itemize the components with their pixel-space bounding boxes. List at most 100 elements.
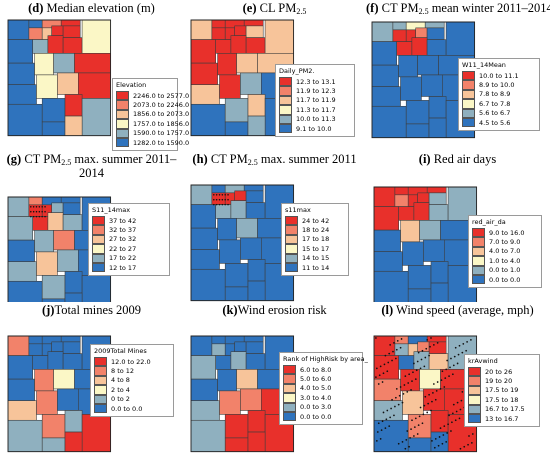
- legend-label: 24 to 42: [302, 216, 330, 225]
- legend-item: 37 to 42: [92, 215, 166, 226]
- station-dot: [403, 384, 406, 386]
- station-dot: [417, 351, 420, 354]
- county: [190, 355, 216, 380]
- station-dot: [446, 359, 449, 362]
- station-dot: [388, 425, 391, 428]
- legend-swatch: [285, 244, 298, 254]
- legend-swatch: [279, 114, 292, 125]
- legend-label: 13 to 16.7: [485, 414, 519, 423]
- legend-item: 12.0 to 22.0: [94, 356, 170, 367]
- county: [53, 53, 75, 74]
- monitor-dot: [224, 203, 226, 206]
- legend-swatch: [472, 237, 485, 247]
- county: [247, 410, 266, 433]
- county: [373, 251, 403, 272]
- legend-label: 17.5 to 19: [485, 386, 519, 395]
- county: [51, 25, 64, 36]
- panel-title: (i) Red air days: [366, 153, 549, 166]
- county: [373, 229, 401, 252]
- legend-swatch: [285, 225, 298, 235]
- county: [373, 206, 399, 231]
- station-dot: [434, 438, 437, 440]
- state-outline: [190, 335, 295, 453]
- station-dot: [416, 433, 419, 435]
- county: [41, 437, 66, 452]
- station-dot: [405, 438, 408, 441]
- legend-swatch: [279, 76, 292, 87]
- station-dot: [438, 436, 441, 438]
- legend-title: krAvwind: [468, 357, 498, 365]
- station-dot: [408, 373, 411, 376]
- panel-i-red-air-days: (i) Red air days red_air_da 9.0 to 16.0 7.0…: [366, 151, 549, 302]
- county: [41, 121, 66, 136]
- station-dot: [443, 425, 446, 428]
- county: [34, 369, 54, 392]
- county: [413, 202, 430, 221]
- station-dot: [451, 373, 454, 376]
- legend-label: 0.0 to 0.0: [489, 275, 521, 284]
- county: [243, 19, 264, 27]
- legend-item: 11 to 14: [285, 262, 345, 273]
- county: [74, 53, 111, 74]
- legend-item: 17.5 to 18: [468, 395, 536, 405]
- county: [60, 19, 81, 27]
- station-dot: [433, 446, 436, 449]
- legend-item: 11.7 to 11.9: [279, 95, 351, 106]
- legend-item: 0.0 to 1.0: [472, 265, 538, 276]
- station-dot: [391, 398, 393, 401]
- legend-swatch: [92, 244, 105, 254]
- legend-title: red_air_da: [472, 218, 506, 226]
- title-text: Total mines 2009: [54, 303, 142, 317]
- panel-letter: (k): [222, 303, 238, 317]
- title-text-cont: mean winter 2011–2014: [428, 1, 550, 15]
- station-dot: [452, 364, 455, 367]
- legend-swatch: [283, 393, 296, 403]
- map-legend: Elevation 2246.0 to 2577.0 2073.0 to 2246.…: [112, 78, 189, 152]
- legend-item: 5.0 to 6.0: [283, 374, 359, 384]
- monitor-dot: [30, 206, 32, 208]
- county: [398, 355, 415, 370]
- legend-label: 11.3 to 11.7: [296, 105, 336, 114]
- station-dot: [397, 403, 400, 406]
- legend-swatch: [116, 128, 129, 139]
- title-text: Wind erosion risk: [237, 303, 327, 317]
- county: [60, 196, 81, 204]
- county: [371, 105, 407, 138]
- county: [62, 341, 81, 354]
- county: [247, 431, 266, 452]
- state-outline: [373, 186, 478, 302]
- station-dot: [446, 432, 449, 434]
- station-dot: [468, 435, 470, 437]
- county: [7, 216, 33, 241]
- legend-item: 15 to 17: [285, 244, 345, 254]
- county: [78, 72, 111, 99]
- station-dot: [386, 409, 389, 412]
- station-dot: [441, 370, 444, 373]
- panel-g-ct-pm25-max-summer-2011-2014: (g) CT PM2.5 max. summer 2011– 2014 S11_14…: [0, 151, 183, 302]
- station-dot: [451, 412, 454, 415]
- station-dot: [384, 427, 387, 430]
- legend-label: 1757.0 to 1856.0: [133, 119, 190, 128]
- legend-swatch: [285, 262, 298, 273]
- monitor-dot: [224, 194, 226, 196]
- station-dot: [443, 386, 446, 388]
- legend-label: 20 to 26: [485, 367, 513, 376]
- county: [373, 419, 409, 452]
- station-dot: [423, 404, 426, 407]
- monitor-dot: [221, 198, 224, 201]
- station-dot: [454, 419, 457, 422]
- county: [415, 27, 428, 38]
- monitor-dot: [224, 198, 226, 201]
- county: [230, 351, 247, 370]
- station-dot: [387, 361, 390, 364]
- legend-swatch: [285, 234, 298, 245]
- legend-label: 22 to 27: [109, 244, 137, 253]
- legend-swatch: [472, 274, 485, 285]
- county: [219, 390, 241, 415]
- legend-swatch: [468, 376, 481, 386]
- legend-swatch: [468, 404, 481, 415]
- monitor-dot: [218, 198, 221, 201]
- monitor-dot: [35, 210, 38, 213]
- county: [245, 37, 266, 54]
- station-dot: [436, 381, 439, 383]
